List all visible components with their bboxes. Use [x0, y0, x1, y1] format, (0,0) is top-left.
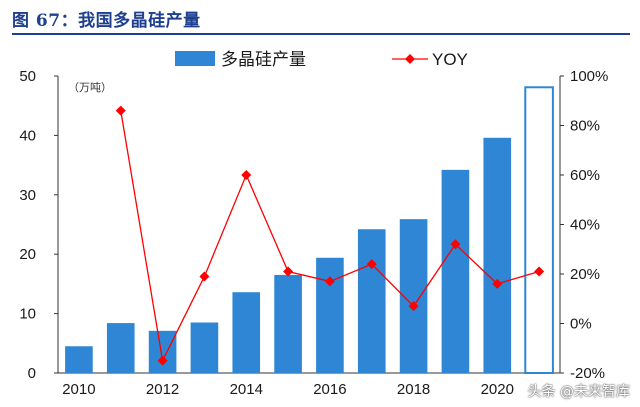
right-tick-label: 100% — [570, 68, 608, 85]
legend-label-bars: 多晶硅产量 — [221, 50, 306, 70]
watermark: 头条 @未来智库 — [527, 384, 630, 400]
yoy-marker — [408, 301, 419, 312]
right-tick-label: 80% — [570, 118, 600, 135]
bar — [524, 86, 554, 374]
bar — [106, 323, 135, 373]
yoy-marker — [115, 105, 126, 116]
left-tick-label: 30 — [19, 187, 36, 204]
left-tick-label: 10 — [19, 306, 36, 323]
yoy-marker — [366, 259, 377, 270]
bar — [441, 169, 470, 373]
yoy-marker — [283, 266, 294, 277]
yoy-marker — [534, 266, 545, 277]
yoy-marker — [241, 170, 252, 180]
x-tick-label: 2012 — [146, 381, 179, 398]
left-tick-label: 40 — [19, 127, 36, 144]
x-tick-label: 2018 — [397, 381, 430, 398]
bar — [357, 229, 386, 373]
x-tick-label: 2020 — [481, 381, 514, 398]
bar — [190, 322, 219, 373]
right-tick-label: 40% — [570, 217, 600, 234]
unit-label: （万吨） — [68, 81, 112, 94]
right-tick-label: 0% — [570, 316, 592, 333]
yoy-marker — [324, 276, 335, 287]
legend-marker-yoy — [405, 54, 415, 64]
x-tick-label: 2014 — [230, 381, 263, 398]
figure-title: 图 67：我国多晶硅产量 — [12, 11, 201, 31]
right-tick-label: -20% — [570, 365, 605, 382]
left-tick-label: 50 — [19, 68, 36, 85]
right-tick-label: 20% — [570, 266, 600, 283]
bar — [148, 330, 177, 373]
x-tick-label: 2010 — [62, 381, 95, 398]
x-tick-label: 2016 — [313, 381, 346, 398]
bar — [483, 137, 512, 373]
left-tick-label: 20 — [19, 246, 36, 263]
legend-label-yoy: YOY — [432, 50, 468, 69]
bar — [316, 257, 344, 373]
bar — [232, 292, 261, 373]
yoy-marker — [492, 278, 503, 289]
yoy-marker — [450, 239, 461, 250]
right-tick-label: 60% — [570, 167, 600, 184]
yoy-marker — [199, 271, 210, 282]
bar — [274, 274, 302, 373]
title-rule — [12, 33, 630, 35]
legend-swatch-bars — [175, 51, 215, 66]
left-tick-label: 0 — [28, 365, 36, 382]
yoy-marker — [157, 355, 168, 366]
bar — [65, 346, 93, 373]
